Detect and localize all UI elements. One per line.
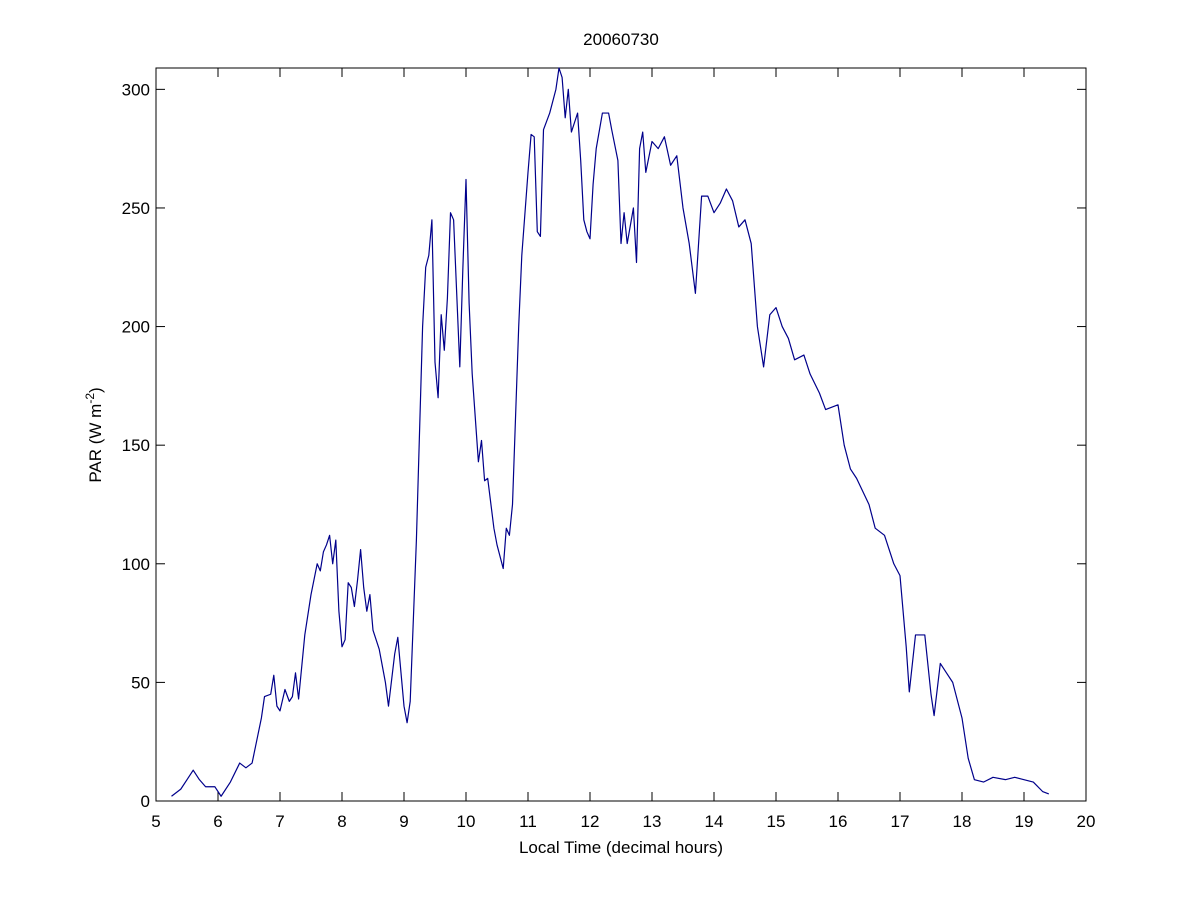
- y-tick-label: 100: [122, 555, 150, 574]
- plot-box: [155, 67, 1087, 802]
- x-tick-label: 9: [399, 812, 408, 831]
- x-tick-label: 12: [581, 812, 600, 831]
- x-tick-label: 10: [457, 812, 476, 831]
- x-tick-label: 19: [1015, 812, 1034, 831]
- y-label-text: PAR (W m: [86, 404, 105, 483]
- x-tick-label: 15: [767, 812, 786, 831]
- x-tick-label: 20: [1077, 812, 1096, 831]
- y-tick-label: 0: [141, 792, 150, 811]
- y-axis-label: PAR (W m-2): [83, 387, 105, 482]
- x-tick-label: 7: [275, 812, 284, 831]
- chart-title: 20060730: [583, 30, 659, 49]
- x-tick-label: 18: [953, 812, 972, 831]
- data-line: [171, 67, 1050, 797]
- y-tick-label: 300: [122, 80, 150, 99]
- x-tick-label: 6: [213, 812, 222, 831]
- y-tick-label: 50: [131, 673, 150, 692]
- y-label-sup: -2: [83, 393, 97, 404]
- y-tick-label: 150: [122, 436, 150, 455]
- x-tick-label: 17: [891, 812, 910, 831]
- y-label-end: ): [86, 387, 105, 393]
- x-tick-label: 16: [829, 812, 848, 831]
- x-tick-label: 11: [519, 812, 537, 831]
- x-tick-label: 13: [643, 812, 662, 831]
- x-tick-label: 5: [151, 812, 160, 831]
- y-tick-label: 250: [122, 199, 150, 218]
- x-tick-label: 14: [705, 812, 724, 831]
- x-axis-label: Local Time (decimal hours): [519, 838, 723, 857]
- y-tick-label: 200: [122, 318, 150, 337]
- x-tick-label: 8: [337, 812, 346, 831]
